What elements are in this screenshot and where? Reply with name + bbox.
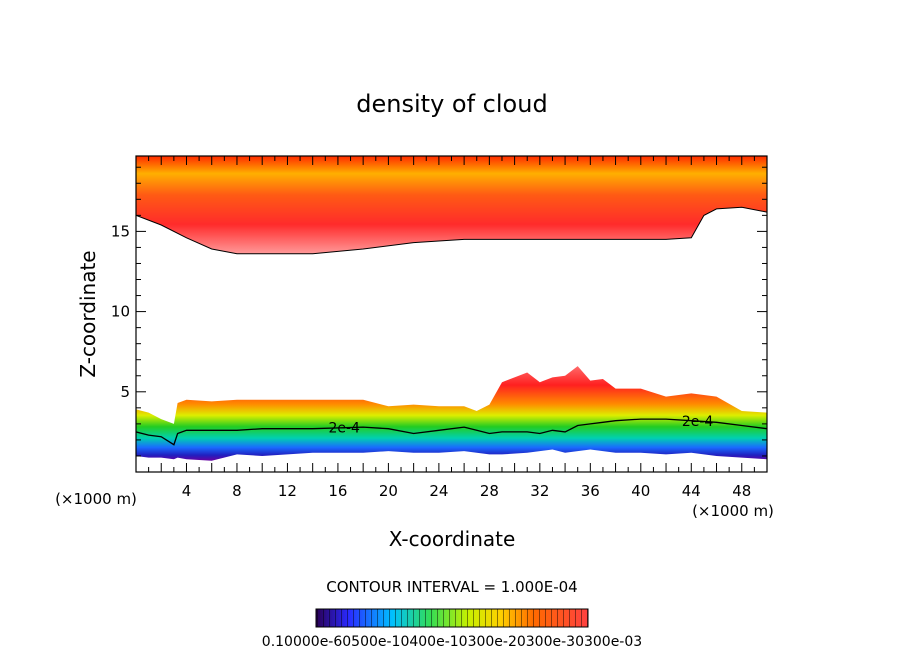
lower-cloud-layer [136, 366, 767, 461]
x-tick-label: 28 [480, 482, 499, 500]
x-unit-right: (×1000 m) [692, 502, 774, 520]
x-axis-label: X-coordinate [389, 527, 516, 551]
x-tick-label: 40 [631, 482, 650, 500]
x-tick-label: 8 [232, 482, 242, 500]
plot-area [136, 156, 767, 461]
y-tick-label: 15 [111, 222, 130, 240]
x-tick-label: 12 [278, 482, 297, 500]
x-tick-label: 44 [682, 482, 701, 500]
x-tick-label: 36 [581, 482, 600, 500]
y-tick-label: 10 [111, 303, 130, 321]
contour-label: 2e-4 [682, 414, 714, 430]
x-tick-label: 24 [429, 482, 448, 500]
x-tick-label: 4 [182, 482, 192, 500]
x-unit-left: (×1000 m) [55, 490, 137, 508]
colorbar [315, 608, 589, 628]
x-tick-label: 20 [379, 482, 398, 500]
y-axis-label: Z-coordinate [76, 250, 100, 377]
x-tick-label: 16 [328, 482, 347, 500]
colorbar-labels: 0.10000e-60500e-10400e-10300e-20300e-303… [262, 634, 642, 650]
chart-title: density of cloud [356, 90, 547, 118]
contour-line-2e-4 [136, 418, 767, 446]
upper-cloud-layer [136, 156, 767, 254]
y-tick-label: 5 [120, 383, 130, 401]
x-tick-label: 48 [732, 482, 751, 500]
contour-label: 2e-4 [328, 421, 360, 437]
upper-layer-outline [136, 206, 767, 255]
contour-interval-text: CONTOUR INTERVAL = 1.000E-04 [326, 578, 577, 596]
x-tick-label: 32 [530, 482, 549, 500]
